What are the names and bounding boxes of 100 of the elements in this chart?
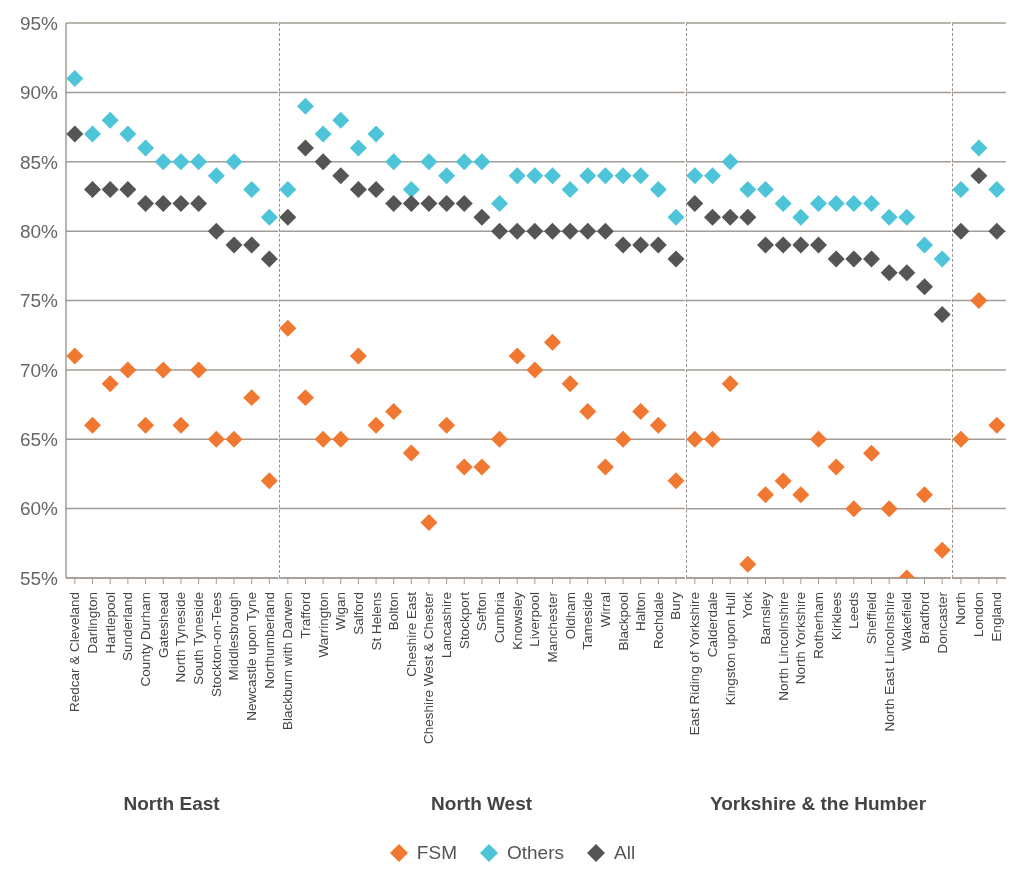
point [845, 500, 863, 518]
point [952, 430, 970, 448]
y-tick-label: 85% [20, 151, 59, 173]
point [561, 181, 579, 198]
x-tick-label: South Tyneside [191, 591, 207, 685]
point [898, 208, 916, 226]
point [721, 375, 739, 393]
point [632, 403, 650, 420]
x-tick-label: Hartlepool [102, 591, 118, 654]
point [455, 153, 473, 171]
point [739, 555, 757, 573]
point [438, 194, 456, 212]
point [898, 264, 916, 282]
x-tick-label: Bolton [386, 592, 402, 631]
point [632, 236, 650, 254]
x-tick-label: Darlington [85, 591, 101, 654]
point [420, 153, 438, 171]
point [915, 236, 933, 254]
point [243, 181, 261, 199]
point [970, 292, 988, 310]
point [438, 167, 456, 185]
point [952, 222, 970, 240]
point [809, 236, 827, 254]
x-tick-label: London [971, 591, 987, 637]
x-tick-label: Blackpool [615, 592, 631, 651]
y-tick-label: 90% [20, 82, 59, 104]
x-tick-label: Knowsley [509, 591, 525, 650]
point [297, 389, 315, 407]
point [756, 486, 774, 504]
x-axis-title: North East [122, 793, 221, 815]
point [632, 167, 650, 185]
x-tick-label: Wirral [598, 592, 614, 628]
point [172, 416, 190, 434]
point [970, 167, 988, 185]
point [279, 181, 297, 198]
point [101, 181, 119, 199]
x-tick-label: England [989, 591, 1005, 642]
x-tick-label: East Riding of Yorkshire [687, 592, 703, 736]
point [491, 194, 509, 212]
point [385, 194, 403, 212]
point [809, 194, 827, 212]
point [792, 208, 810, 226]
x-tick-label: Gateshead [155, 591, 171, 658]
point [915, 486, 933, 504]
point [66, 347, 84, 365]
x-tick-label: Trafford [298, 592, 314, 639]
x-tick-label: Newcastle upon Tyne [244, 591, 260, 721]
point [827, 194, 845, 212]
x-tick-label: Wigan [333, 592, 349, 631]
point [703, 208, 721, 226]
point [207, 222, 225, 240]
point [952, 181, 970, 199]
point [172, 153, 190, 171]
x-tick-label: Blackburn with Darwen [280, 592, 296, 730]
point [84, 125, 102, 143]
point [332, 167, 350, 185]
y-tick-label: 60% [20, 498, 59, 520]
point [721, 153, 739, 171]
point [473, 153, 491, 171]
point [862, 194, 880, 212]
point [544, 167, 562, 185]
point [686, 430, 704, 448]
point [526, 361, 544, 379]
point [190, 361, 208, 379]
point [561, 375, 579, 393]
point [579, 403, 597, 420]
point [703, 430, 721, 448]
point [225, 430, 243, 448]
point [845, 194, 863, 212]
point [403, 194, 421, 212]
point [455, 194, 473, 212]
point [297, 97, 315, 115]
point [243, 389, 261, 407]
point [988, 416, 1006, 434]
point [862, 250, 880, 268]
point [66, 70, 84, 88]
x-tick-label: North Lincolnshire [775, 592, 791, 701]
point [403, 181, 421, 198]
point [721, 208, 739, 226]
point [756, 181, 774, 198]
point [190, 194, 208, 212]
point [101, 111, 119, 129]
x-tick-label: Tameside [580, 592, 596, 650]
x-tick-label: Sheffield [863, 592, 879, 645]
y-tick-label: 95% [20, 12, 59, 34]
point [420, 514, 438, 531]
point [279, 319, 297, 337]
point [367, 416, 385, 434]
legend-label: FSM [416, 842, 457, 864]
point [667, 208, 685, 226]
point [614, 430, 632, 448]
point [827, 250, 845, 268]
x-tick-label: Calderdale [704, 592, 720, 658]
point [350, 347, 368, 365]
x-tick-label: Salford [351, 592, 367, 635]
point [508, 347, 526, 365]
point [172, 194, 190, 212]
point [579, 167, 597, 185]
point [827, 458, 845, 476]
point [597, 222, 615, 240]
